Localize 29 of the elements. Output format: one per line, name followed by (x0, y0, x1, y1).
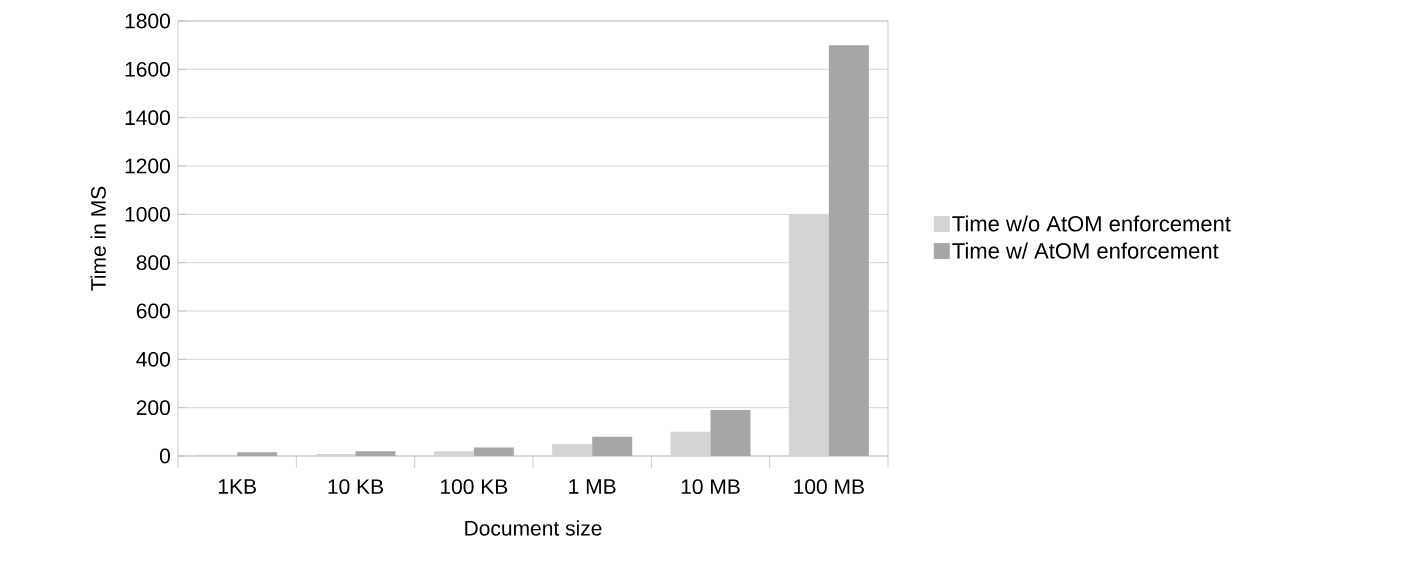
bar (237, 452, 278, 456)
bar (592, 436, 633, 456)
y-tick-label: 1000 (125, 206, 170, 222)
y-axis-title: Time in MS (90, 186, 106, 291)
x-tick-label: 10 MB (681, 479, 740, 495)
y-tick-label: 1200 (125, 158, 170, 174)
bar (710, 410, 751, 456)
x-tick-label: 100 MB (794, 479, 864, 495)
y-tick-label: 1400 (125, 110, 170, 126)
y-tick-label: 0 (159, 448, 170, 464)
bar (433, 451, 474, 456)
bar (473, 447, 514, 456)
x-tick-label: 100 KB (441, 479, 508, 495)
x-tick-label: 1 MB (569, 479, 616, 494)
bar (552, 443, 593, 456)
legend-label: Time w/ AtOM enforcement (952, 242, 1219, 259)
x-tick-label: 10 KB (328, 479, 383, 495)
y-tick-label: 400 (136, 351, 170, 367)
y-tick-label: 1600 (125, 61, 170, 77)
legend-label: Time w/o AtOM enforcement (952, 215, 1231, 232)
y-tick-label: 200 (136, 400, 170, 416)
y-tick-label: 800 (136, 255, 170, 271)
bar (670, 431, 711, 456)
y-tick-label: 1800 (125, 13, 170, 29)
y-tick-label: 600 (136, 303, 170, 319)
bar (828, 45, 869, 456)
x-axis-title: Document size (465, 520, 602, 536)
bar (355, 451, 396, 456)
x-tick-label: 1KB (218, 479, 256, 494)
